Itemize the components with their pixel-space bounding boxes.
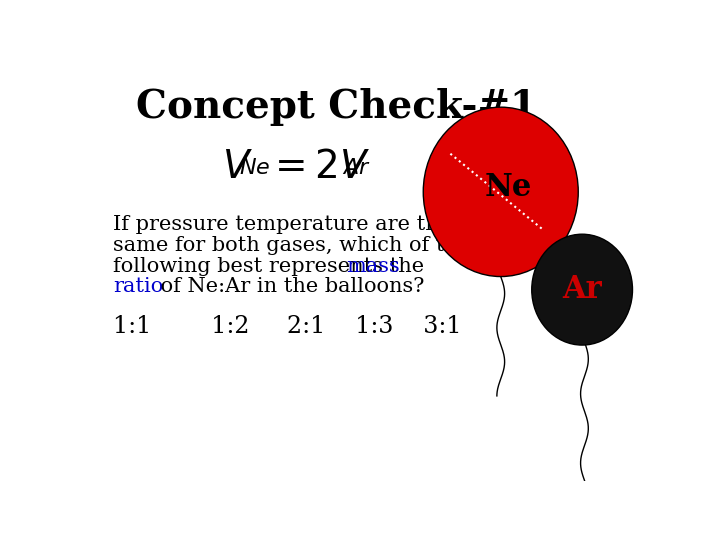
Text: Ar: Ar bbox=[562, 274, 602, 305]
Text: $V$: $V$ bbox=[222, 150, 253, 186]
Text: mass: mass bbox=[346, 256, 400, 275]
Text: $Ar$: $Ar$ bbox=[342, 157, 371, 179]
Ellipse shape bbox=[532, 234, 632, 345]
Ellipse shape bbox=[423, 107, 578, 276]
Text: following best represents the: following best represents the bbox=[113, 256, 431, 275]
Text: same for both gases, which of the: same for both gases, which of the bbox=[113, 236, 471, 255]
Text: $Ne$: $Ne$ bbox=[239, 157, 270, 179]
Text: $= 2V$: $= 2V$ bbox=[266, 150, 370, 186]
Text: Ne: Ne bbox=[485, 172, 532, 204]
Text: of Ne:Ar in the balloons?: of Ne:Ar in the balloons? bbox=[154, 278, 425, 296]
Text: ratio: ratio bbox=[113, 278, 163, 296]
Text: Concept Check-#1: Concept Check-#1 bbox=[137, 88, 538, 126]
Text: If pressure temperature are the: If pressure temperature are the bbox=[113, 215, 451, 234]
Text: 1:1        1:2     2:1    1:3    3:1: 1:1 1:2 2:1 1:3 3:1 bbox=[113, 315, 462, 338]
